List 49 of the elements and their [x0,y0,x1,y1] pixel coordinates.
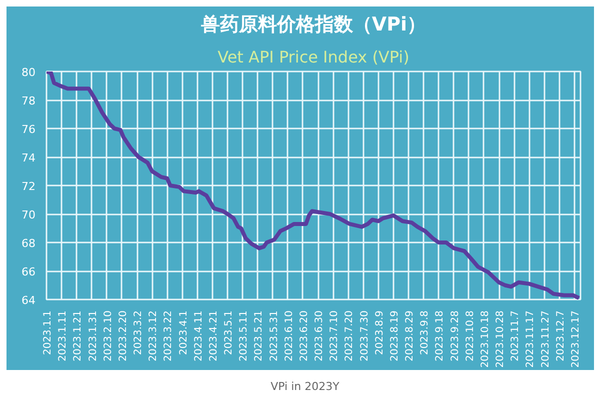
y-tick-label: 78 [22,94,36,108]
x-tick-label: 2023.4.1 [178,310,190,356]
x-tick-label: 2023.9.18 [434,310,446,362]
x-tick-label: 2023.7.30 [359,310,370,362]
line-series [46,72,580,300]
y-tick-label: 66 [22,266,36,278]
chart-title: 兽药原料价格指数（VPi） [200,14,426,36]
y-tick-label: 64 [22,294,36,307]
x-tick-label: 2023.1.1 [42,310,54,356]
x-tick-label: 2023.2.10 [102,310,114,362]
x-tick-label: 2023.1.31 [88,310,99,362]
chart-subtitle: Vet API Price Index (VPi) [218,48,410,66]
x-tick-label: 2023.10.18 [480,310,491,368]
x-tick-label: 2023.3.12 [148,310,160,362]
x-tick-label: 2023.2.20 [118,310,129,362]
x-tick-label: 2023.8.29 [404,310,416,362]
text: VPi in 2023Y [270,379,340,395]
x-tick-label: 2023.6.30 [314,310,326,362]
x-tick-label: 2023.5.21 [254,310,265,362]
x-tick-label: 2023.5.31 [268,310,280,362]
x-tick-label: 2023.11.7 [510,310,522,362]
y-tick-label: 74 [22,152,36,164]
x-tick-label: 2023.10.28 [495,310,506,368]
x-tick-label: 2023.11.17 [525,310,536,368]
y-tick-label: 80 [22,66,36,79]
y-tick-label: 68 [22,237,36,250]
y-tick-label: 76 [22,123,36,136]
x-tick-label: 2023.3.2 [133,310,144,356]
x-tick-label: 2023.7.10 [329,310,340,362]
x-tick-label: 2023.4.21 [208,310,220,362]
x-tick-label: 2023.9.8 [420,310,431,356]
y-tick-label: 72 [22,180,36,193]
x-tick-label: 2023.12.17 [570,310,582,368]
x-tick-label: 2023.5.1 [224,310,235,356]
x-tick-label: 2023.5.11 [238,310,250,362]
x-tick-label: 2023.8.9 [374,310,386,356]
x-tick-label: 2023.6.10 [284,310,295,362]
x-tick-label: 2023.6.20 [298,310,310,362]
x-tick-label: 2023.10.8 [464,310,476,362]
x-tick-label: 2023.12.7 [555,310,566,362]
x-tick-label: 2023.9.28 [450,310,461,362]
x-tick-label: 2023.4.11 [193,310,204,362]
x-tick-label: 2023.3.22 [163,310,174,362]
x-tick-label: 2023.8.19 [389,310,400,362]
x-tick-label: 2023.11.27 [540,310,552,368]
x-tick-label: 2023.7.20 [344,310,356,362]
x-tick-label: 2023.1.11 [58,310,69,362]
y-tick-label: 70 [22,208,36,222]
x-tick-label: 2023.1.21 [72,310,84,362]
